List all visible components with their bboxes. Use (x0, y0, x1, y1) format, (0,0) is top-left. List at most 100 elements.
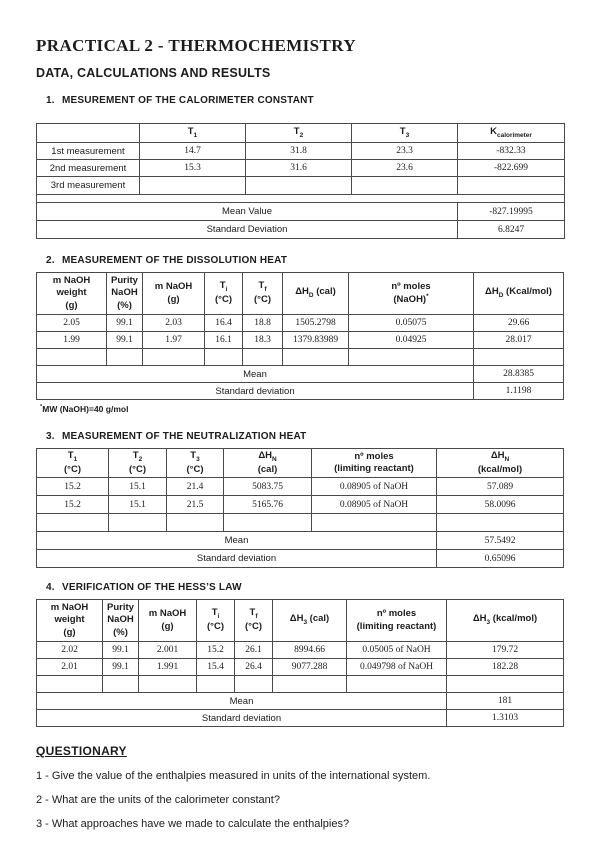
section-1-number: 1. (46, 95, 55, 106)
table-cell: 1505.2798 (282, 314, 349, 332)
row-label: 3rd measurement (36, 176, 140, 195)
row-label: 2nd measurement (36, 159, 140, 177)
table-cell: 15.3 (139, 159, 246, 177)
table-row: 15.2 15.1 21.5 5165.76 0.08905 of NaOH 5… (36, 495, 564, 514)
table-cell: 1379.83989 (282, 331, 349, 349)
table-cell: 29.66 (473, 314, 564, 332)
document-subtitle: DATA, CALCULATIONS AND RESULTS (36, 66, 271, 80)
mean-value: 28.8385 (473, 365, 564, 383)
header-cell-t1: T1 (139, 123, 246, 143)
section-4-heading: 4. VERIFICATION OF THE HESS’S LAW (36, 582, 565, 593)
section-4-title: VERIFICATION OF THE HESS’S LAW (62, 582, 242, 593)
table-row: 2nd measurement 15.3 31.6 23.6 -822.699 (36, 159, 565, 177)
calorimeter-constant-table: T1 T2 T3 Kcalorimeter 1st measurement 14… (36, 123, 565, 239)
header-cell-t1: T1 (°C) (36, 448, 109, 478)
table-cell (138, 675, 197, 693)
row-label: 1st measurement (36, 142, 140, 160)
table-cell: 28.017 (473, 331, 564, 349)
question-2: 2 - What are the units of the calorimete… (36, 794, 280, 806)
question-3: 3 - What approaches have we made to calc… (36, 818, 350, 830)
mean-label: Mean Value (36, 202, 458, 221)
table-cell (223, 513, 312, 532)
table-cell: 99.1 (102, 641, 139, 659)
mean-row: Mean 28.8385 (36, 365, 564, 383)
section-4-number: 4. (46, 582, 55, 593)
std-row: Standard deviation 0.65096 (36, 549, 564, 568)
table-cell: 0.05005 of NaOH (346, 641, 447, 659)
header-cell-dhd-cal: ΔHD (cal) (282, 272, 349, 315)
header-cell-t3: T3 (°C) (166, 448, 224, 478)
table-row: 2.01 99.1 1.991 15.4 26.4 9077.288 0.049… (36, 658, 564, 676)
table-cell (139, 176, 246, 195)
section-2-heading: 2. MEASUREMENT OF THE DISSOLUTION HEAT (36, 255, 565, 266)
table-cell: 58.0096 (436, 495, 564, 514)
table-cell: 99.1 (102, 658, 139, 676)
table-cell (346, 675, 447, 693)
header-cell-t2: T2 (°C) (108, 448, 167, 478)
neutralization-heat-table: T1 (°C) T2 (°C) T3 (°C) ΔHN (cal) nº moles (l… (36, 448, 564, 568)
table-cell (142, 348, 205, 366)
table-cell: 16.4 (204, 314, 243, 332)
std-label: Standard deviation (36, 549, 437, 568)
header-cell-k-calorimeter: Kcalorimeter (457, 123, 565, 143)
table-cell: 21.5 (166, 495, 224, 514)
table-cell (36, 348, 107, 366)
table-cell: 2.03 (142, 314, 205, 332)
table-cell: 15.2 (36, 495, 109, 514)
header-cell-dh3-kcal: ΔH3 (kcal/mol) (446, 599, 564, 642)
table-row: 2.05 99.1 2.03 16.4 18.8 1505.2798 0.050… (36, 314, 564, 332)
std-value: 6.8247 (457, 220, 565, 239)
table-cell (234, 675, 273, 693)
std-value: 1.1198 (473, 382, 564, 400)
table-cell: 15.1 (108, 477, 167, 496)
table-cell (436, 513, 564, 532)
header-cell-ti: Ti (°C) (204, 272, 243, 315)
molar-mass-footnote: *MW (NaOH)=40 g/mol (40, 404, 129, 414)
table-cell (348, 348, 474, 366)
table-cell: 57.089 (436, 477, 564, 496)
table-cell: 15.1 (108, 495, 167, 514)
table-cell: 1.97 (142, 331, 205, 349)
table-cell (242, 348, 283, 366)
mean-value: -827.19995 (457, 202, 565, 221)
table-cell: 99.1 (106, 331, 143, 349)
header-cell-m-naoh: m NaOH (g) (138, 599, 197, 642)
table-cell (446, 675, 564, 693)
table-cell: 1.991 (138, 658, 197, 676)
mean-value: 181 (446, 692, 564, 710)
table-cell: 179.72 (446, 641, 564, 659)
table-cell: 5165.76 (223, 495, 312, 514)
std-value: 1.3103 (446, 709, 564, 727)
spacer-cell (36, 194, 565, 203)
table-cell: 31.8 (245, 142, 352, 160)
table-cell (311, 513, 437, 532)
header-cell-blank (36, 123, 140, 143)
question-1: 1 - Give the value of the enthalpies mea… (36, 770, 431, 782)
header-cell-t3: T3 (351, 123, 458, 143)
section-3-number: 3. (46, 431, 55, 442)
header-cell-m-naoh-weight: m NaOH weight (g) (36, 272, 107, 315)
table-cell (196, 675, 235, 693)
std-label: Standard deviation (36, 382, 474, 400)
section-3-heading: 3. MEASUREMENT OF THE NEUTRALIZATION HEAT (36, 431, 565, 442)
table-cell (106, 348, 143, 366)
std-label: Standard Deviation (36, 220, 458, 239)
mean-label: Mean (36, 531, 437, 550)
table-row: 15.2 15.1 21.4 5083.75 0.08905 of NaOH 5… (36, 477, 564, 496)
section-3-title: MEASUREMENT OF THE NEUTRALIZATION HEAT (62, 431, 307, 442)
table-cell: 15.2 (36, 477, 109, 496)
table-cell: 0.08905 of NaOH (311, 477, 437, 496)
table-cell: 0.04925 (348, 331, 474, 349)
table-cell (351, 176, 458, 195)
std-row: Standard deviation 1.1198 (36, 382, 564, 400)
table-cell (282, 348, 349, 366)
document-title: PRACTICAL 2 - THERMOCHEMISTRY (36, 36, 357, 55)
mean-value: 57.5492 (436, 531, 564, 550)
table-row: 1st measurement 14.7 31.8 23.3 -832.33 (36, 142, 565, 160)
table-cell: 2.05 (36, 314, 107, 332)
table-cell: 21.4 (166, 477, 224, 496)
header-cell-t2: T2 (245, 123, 352, 143)
table-cell: 16.1 (204, 331, 243, 349)
table-cell: 15.4 (196, 658, 235, 676)
